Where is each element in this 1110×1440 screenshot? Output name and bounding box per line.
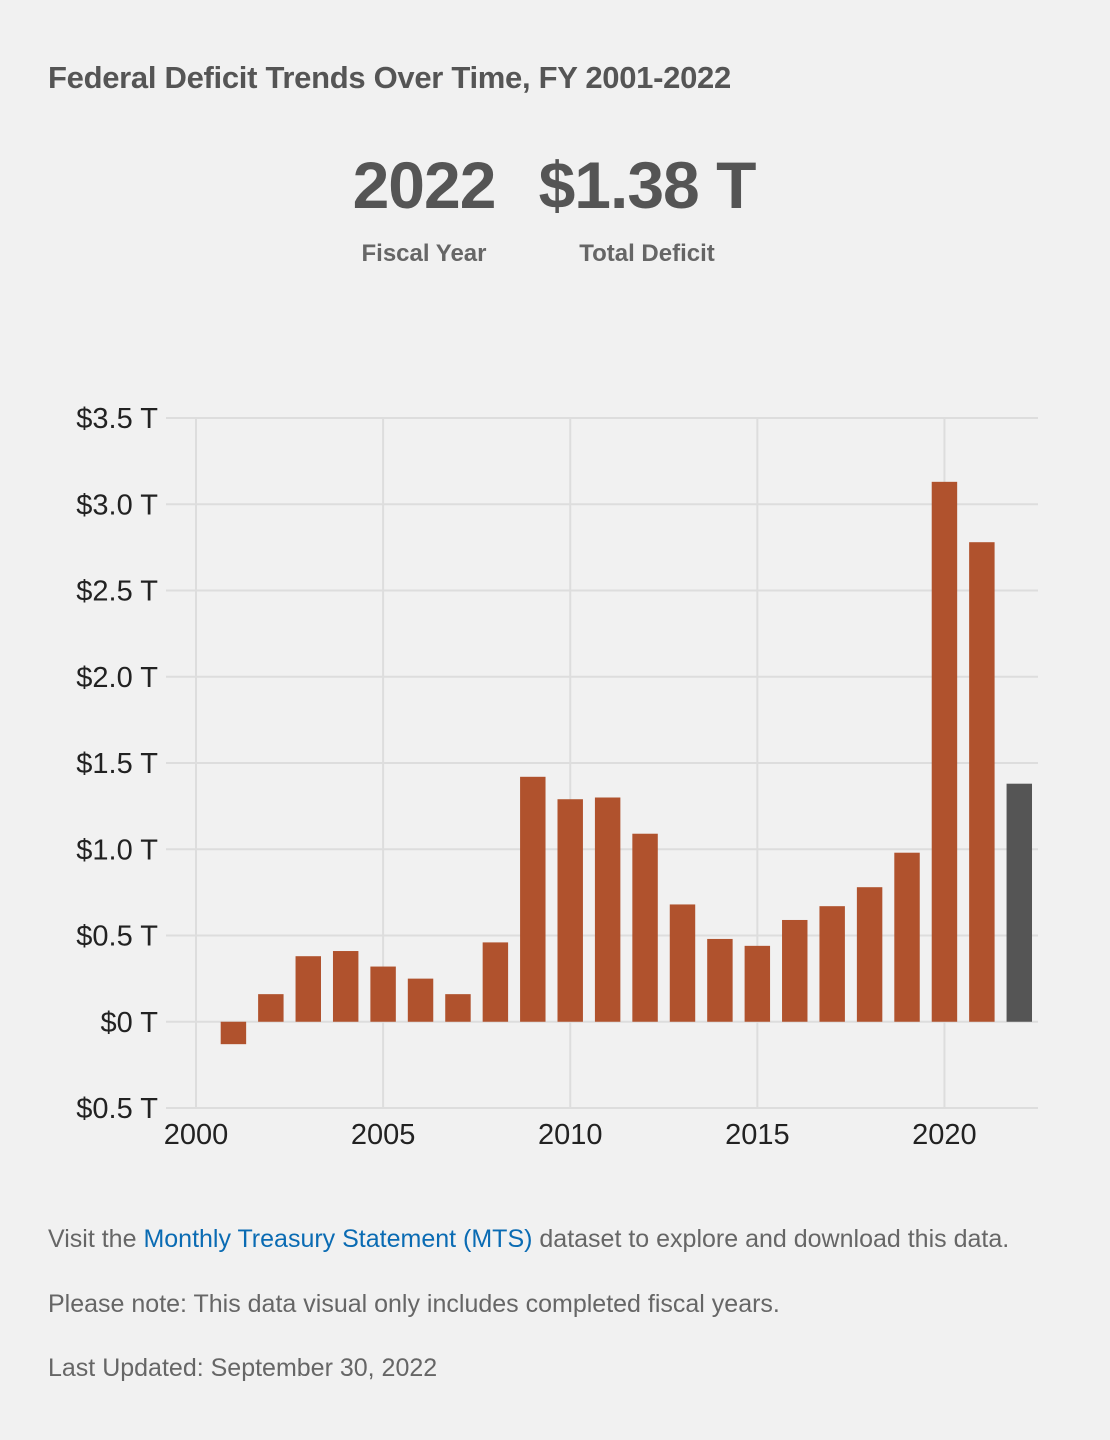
bar-2019 bbox=[894, 852, 920, 1022]
chart-title: Federal Deficit Trends Over Time, FY 200… bbox=[48, 60, 731, 95]
bar-2003 bbox=[295, 956, 321, 1022]
footer-dataset-line: Visit the Monthly Treasury Statement (MT… bbox=[48, 1225, 1009, 1254]
x-tick-label: 2010 bbox=[538, 1119, 603, 1151]
y-tick-label: $2.0 T bbox=[76, 662, 158, 694]
y-tick-label: $2.5 T bbox=[76, 576, 158, 608]
total-deficit-label: Total Deficit bbox=[579, 240, 715, 267]
deficit-bar-chart: $0.5 T $0 T $0.5 T $1.0 T $1.5 T $2.0 T $2.5 T… bbox=[76, 403, 1038, 1151]
y-tick-label: $0.5 T bbox=[76, 1093, 158, 1125]
y-tick-label: $3.5 T bbox=[76, 403, 158, 435]
bar-2008 bbox=[482, 942, 509, 1022]
bar-2020 bbox=[931, 481, 958, 1022]
total-deficit-stat: $1.38 T Total Deficit bbox=[530, 152, 764, 268]
footer-prefix: Visit the bbox=[48, 1225, 144, 1253]
bar-2010 bbox=[557, 799, 583, 1022]
x-tick-label: 2000 bbox=[164, 1119, 229, 1151]
bar-2022 bbox=[1006, 783, 1033, 1022]
bar-2014 bbox=[707, 938, 733, 1022]
bar-2017 bbox=[819, 906, 845, 1022]
bar-2021 bbox=[969, 542, 995, 1022]
y-tick-label: $1.0 T bbox=[76, 834, 158, 866]
footer-suffix: dataset to explore and download this dat… bbox=[532, 1225, 1010, 1253]
fiscal-year-label: Fiscal Year bbox=[361, 240, 487, 267]
x-tick-label: 2005 bbox=[351, 1119, 416, 1151]
y-tick-label: $0.5 T bbox=[76, 921, 158, 953]
bar-2011 bbox=[594, 797, 621, 1022]
bar-2007 bbox=[445, 994, 471, 1022]
y-tick-label: $3.0 T bbox=[76, 489, 158, 521]
bar-2009 bbox=[520, 776, 546, 1022]
fiscal-year-stat: 2022 Fiscal Year bbox=[340, 152, 508, 268]
total-deficit-value: $1.38 T bbox=[538, 148, 757, 222]
bar-2015 bbox=[744, 945, 771, 1022]
bar-2001 bbox=[220, 1021, 247, 1045]
bar-2016 bbox=[782, 919, 808, 1022]
fiscal-year-value: 2022 bbox=[352, 148, 497, 222]
bar-2006 bbox=[407, 978, 434, 1022]
bar-2005 bbox=[370, 966, 396, 1022]
bar-2013 bbox=[669, 904, 696, 1022]
bar-2018 bbox=[856, 887, 883, 1022]
footer-note: Please note: This data visual only inclu… bbox=[48, 1290, 780, 1318]
footer-last-updated: Last Updated: September 30, 2022 bbox=[48, 1354, 438, 1382]
y-tick-label: $1.5 T bbox=[76, 748, 158, 780]
bar-2004 bbox=[332, 951, 359, 1022]
x-tick-label: 2020 bbox=[912, 1119, 977, 1151]
x-tick-label: 2015 bbox=[725, 1119, 790, 1151]
mts-dataset-link[interactable]: Monthly Treasury Statement (MTS) bbox=[143, 1225, 533, 1253]
bar-2002 bbox=[258, 994, 284, 1022]
bar-2012 bbox=[632, 833, 658, 1022]
y-tick-label: $0 T bbox=[100, 1007, 158, 1039]
